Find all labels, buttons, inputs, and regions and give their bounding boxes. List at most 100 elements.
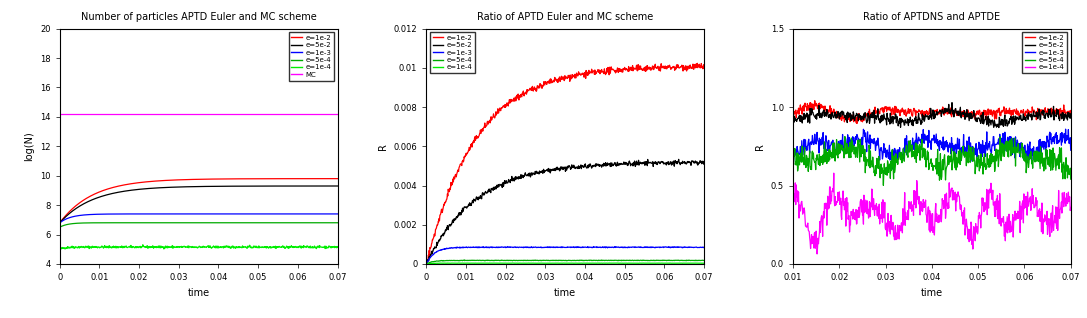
e=1e-3: [973, 140, 986, 144]
Line: e=1e-3: e=1e-3: [426, 246, 704, 264]
e=5e-4: [488, 259, 501, 262]
e=1e-4: [330, 245, 343, 249]
Legend: e=1e-2, e=5e-2, e=1e-3, e=5e-4, e=1e-4: e=1e-2, e=5e-2, e=1e-3, e=5e-4, e=1e-4: [1022, 32, 1067, 73]
e=1e-4: [122, 245, 135, 249]
e=1e-2: [330, 177, 343, 181]
e=1e-3: [1064, 148, 1077, 152]
e=1e-4: [698, 261, 711, 265]
e=1e-3: [122, 212, 135, 216]
e=5e-2: [997, 122, 1010, 126]
MC: [303, 112, 316, 116]
e=1e-2: [809, 99, 822, 103]
X-axis label: time: time: [188, 287, 210, 298]
e=1e-4: [637, 261, 650, 265]
Line: e=1e-2: e=1e-2: [794, 101, 1071, 123]
e=1e-3: [886, 167, 899, 171]
e=1e-3: [236, 212, 249, 216]
e=1e-2: [122, 183, 135, 186]
Line: e=5e-4: e=5e-4: [426, 260, 704, 264]
e=1e-4: [787, 194, 800, 198]
Line: e=1e-3: e=1e-3: [60, 214, 337, 223]
e=1e-2: [602, 70, 615, 73]
Line: e=5e-4: e=5e-4: [794, 136, 1071, 185]
e=1e-4: [53, 247, 66, 251]
e=5e-4: [787, 155, 800, 159]
e=1e-3: [858, 129, 871, 133]
e=5e-4: [859, 147, 872, 151]
e=5e-2: [992, 126, 1005, 129]
e=5e-4: [671, 258, 684, 262]
e=1e-3: [636, 245, 649, 249]
MC: [141, 112, 154, 116]
e=5e-2: [141, 187, 154, 190]
Line: e=1e-4: e=1e-4: [794, 173, 1071, 254]
e=1e-4: [951, 195, 964, 198]
MC: [53, 112, 66, 116]
Line: e=5e-4: e=5e-4: [60, 223, 337, 227]
e=1e-2: [836, 114, 849, 117]
e=5e-2: [858, 116, 871, 120]
e=5e-2: [498, 179, 511, 183]
e=5e-2: [488, 187, 501, 191]
e=1e-4: [859, 210, 872, 214]
e=1e-2: [671, 63, 684, 67]
e=1e-2: [787, 110, 800, 114]
e=1e-2: [913, 110, 926, 114]
Legend: e=1e-2, e=5e-2, e=1e-3, e=5e-4, e=1e-4, MC: e=1e-2, e=5e-2, e=1e-3, e=5e-4, e=1e-4, …: [289, 32, 334, 80]
e=1e-2: [850, 121, 863, 125]
e=5e-4: [602, 259, 615, 262]
e=1e-3: [498, 245, 511, 249]
e=1e-2: [132, 181, 145, 185]
e=5e-2: [950, 112, 963, 116]
e=1e-2: [973, 108, 986, 112]
e=1e-2: [951, 112, 964, 116]
Line: e=5e-2: e=5e-2: [426, 159, 704, 264]
e=1e-3: [602, 245, 615, 249]
e=1e-3: [270, 212, 283, 216]
e=5e-4: [508, 259, 521, 262]
Y-axis label: log(N): log(N): [25, 131, 35, 161]
Line: e=1e-4: e=1e-4: [426, 263, 704, 264]
e=5e-4: [53, 225, 66, 229]
Y-axis label: R: R: [755, 143, 765, 150]
e=1e-4: [827, 171, 840, 175]
e=1e-4: [837, 189, 850, 193]
e=5e-2: [836, 109, 849, 113]
e=1e-4: [671, 261, 684, 265]
e=1e-4: [132, 245, 145, 249]
e=1e-3: [141, 212, 154, 216]
e=5e-2: [508, 179, 521, 183]
e=5e-2: [1064, 112, 1077, 116]
e=1e-3: [836, 145, 849, 149]
e=5e-4: [324, 221, 337, 225]
e=1e-4: [304, 245, 317, 249]
e=5e-4: [330, 221, 343, 225]
e=1e-2: [270, 177, 283, 181]
Title: Ratio of APTDNS and APTDE: Ratio of APTDNS and APTDE: [863, 12, 1000, 22]
e=5e-4: [836, 144, 849, 148]
e=1e-4: [973, 211, 986, 214]
e=1e-4: [603, 261, 616, 265]
e=5e-4: [303, 221, 316, 225]
e=1e-3: [488, 245, 501, 249]
e=1e-3: [698, 245, 711, 249]
e=1e-4: [488, 261, 501, 265]
e=5e-2: [236, 184, 249, 188]
e=1e-2: [508, 99, 521, 103]
Line: e=5e-2: e=5e-2: [60, 186, 337, 223]
e=1e-2: [698, 66, 711, 70]
e=5e-4: [458, 258, 471, 262]
MC: [270, 112, 283, 116]
Title: Number of particles APTD Euler and MC scheme: Number of particles APTD Euler and MC sc…: [80, 12, 316, 22]
e=1e-2: [1064, 108, 1077, 112]
e=5e-2: [787, 117, 800, 121]
e=1e-3: [508, 245, 521, 249]
Line: e=1e-4: e=1e-4: [60, 245, 337, 249]
e=5e-4: [122, 221, 135, 225]
e=1e-4: [1064, 206, 1077, 210]
e=1e-3: [501, 245, 514, 248]
Y-axis label: R: R: [378, 143, 388, 150]
e=1e-2: [303, 177, 316, 181]
e=5e-2: [122, 189, 135, 193]
e=1e-4: [142, 246, 155, 250]
